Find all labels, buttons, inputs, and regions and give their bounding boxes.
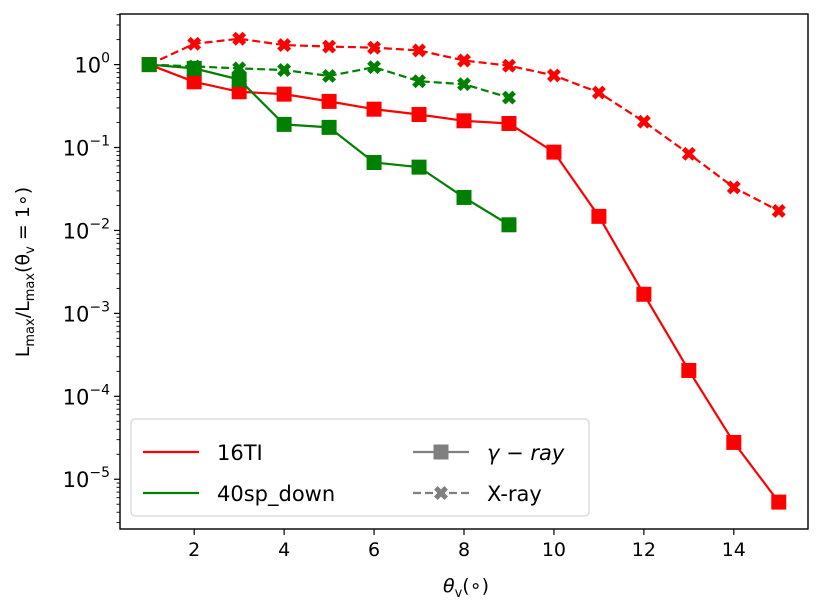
y-tick-label: 10−2 [63, 216, 110, 243]
data-point-square [321, 93, 337, 109]
data-point-square [231, 84, 247, 100]
y-tick-label: 10−1 [63, 134, 110, 161]
x-tick-label: 2 [188, 539, 200, 561]
data-point-square [366, 101, 382, 117]
data-point-x [232, 31, 247, 46]
y-tick-label: 10−5 [63, 465, 110, 492]
data-point-x [457, 53, 471, 68]
data-point-square [276, 116, 292, 132]
legend-label: X-ray [487, 482, 542, 506]
data-point-square [546, 144, 562, 160]
data-point-x [187, 36, 202, 51]
data-point-square [231, 72, 247, 88]
y-label-close: = 1∘) [12, 187, 34, 246]
y-axis-label: Lmax/Lmax(θv = 1∘) [12, 187, 38, 357]
data-point-square [501, 115, 517, 131]
data-point-x [501, 58, 516, 73]
legend-box [130, 418, 590, 517]
series-line [148, 37, 780, 212]
data-point-x [726, 180, 741, 195]
data-point-x [681, 146, 696, 161]
y-label-sub2: max [23, 273, 38, 302]
data-point-square [591, 208, 607, 224]
legend-label: 16TI [217, 441, 263, 465]
y-tick-label: 10−4 [63, 382, 110, 409]
series-line [149, 63, 510, 226]
series-layer [141, 31, 787, 510]
data-point-x [546, 68, 561, 83]
data-point-square [276, 86, 292, 102]
data-point-x [277, 38, 292, 53]
data-point-square [771, 494, 787, 510]
series-16TI-gamma-ray [141, 57, 787, 510]
data-point-x [232, 61, 247, 76]
y-label-L: L [12, 346, 34, 357]
legend-entry: γ − ray [413, 441, 565, 465]
legend-entry: 40sp_down [143, 482, 335, 507]
x-axis-label-sub: v [455, 586, 463, 601]
y-axis-ticks: 100 10−1 10−2 10−3 10−4 10−5 [63, 14, 120, 524]
legend-entry: 16TI [143, 441, 263, 465]
data-point-square [186, 74, 202, 90]
y-tick-label: 100 [74, 51, 110, 78]
legend-entry: X-ray [413, 482, 542, 506]
data-point-x [277, 63, 292, 77]
x-tick-label: 12 [632, 539, 656, 561]
data-point-square [456, 189, 472, 205]
legend: 16TI 40sp_down γ − ray X-ray [130, 418, 590, 517]
data-point-x [591, 85, 606, 100]
data-point-x [367, 40, 382, 55]
data-point-square [456, 113, 472, 129]
series-40sp_down-x-ray [142, 57, 516, 105]
data-point-square [321, 119, 337, 135]
data-point-x [187, 59, 202, 74]
x-axis-ticks: 2 4 6 8 10 12 14 [188, 529, 746, 561]
data-point-x [412, 43, 427, 58]
x-tick-label: 10 [542, 539, 566, 561]
data-point-square [681, 362, 697, 378]
data-point-x [322, 39, 337, 54]
data-point-square [501, 217, 517, 233]
data-point-x [367, 60, 382, 75]
data-point-x [501, 90, 516, 105]
x-tick-label: 14 [722, 539, 746, 561]
y-label-sub1: max [23, 318, 38, 347]
data-point-x [636, 114, 651, 129]
x-tick-label: 4 [278, 539, 290, 561]
x-axis-label-tail: (∘) [462, 575, 489, 597]
y-label-slash: /L [12, 301, 34, 318]
x-axis-label-main: θ [443, 575, 455, 597]
y-label-open: (θ [12, 254, 34, 273]
legend-label: 40sp_down [217, 482, 335, 507]
y-label-sub3: v [23, 246, 38, 254]
data-point-x [322, 68, 337, 83]
data-point-square [726, 434, 742, 450]
legend-marker-x [434, 486, 448, 500]
data-point-x [142, 57, 157, 72]
x-axis-label: θv(∘) [443, 575, 489, 601]
y-tick-label: 10−3 [63, 299, 110, 326]
data-point-x [771, 203, 786, 218]
data-point-square [411, 159, 427, 175]
data-point-square [636, 286, 652, 302]
x-tick-label: 8 [458, 539, 470, 561]
data-point-square [411, 107, 427, 123]
data-point-square [366, 154, 382, 170]
x-tick-label: 6 [368, 539, 380, 561]
legend-marker-square [433, 444, 449, 460]
data-point-x [457, 77, 471, 92]
data-point-x [412, 74, 427, 89]
legend-label: γ − ray [487, 441, 565, 465]
